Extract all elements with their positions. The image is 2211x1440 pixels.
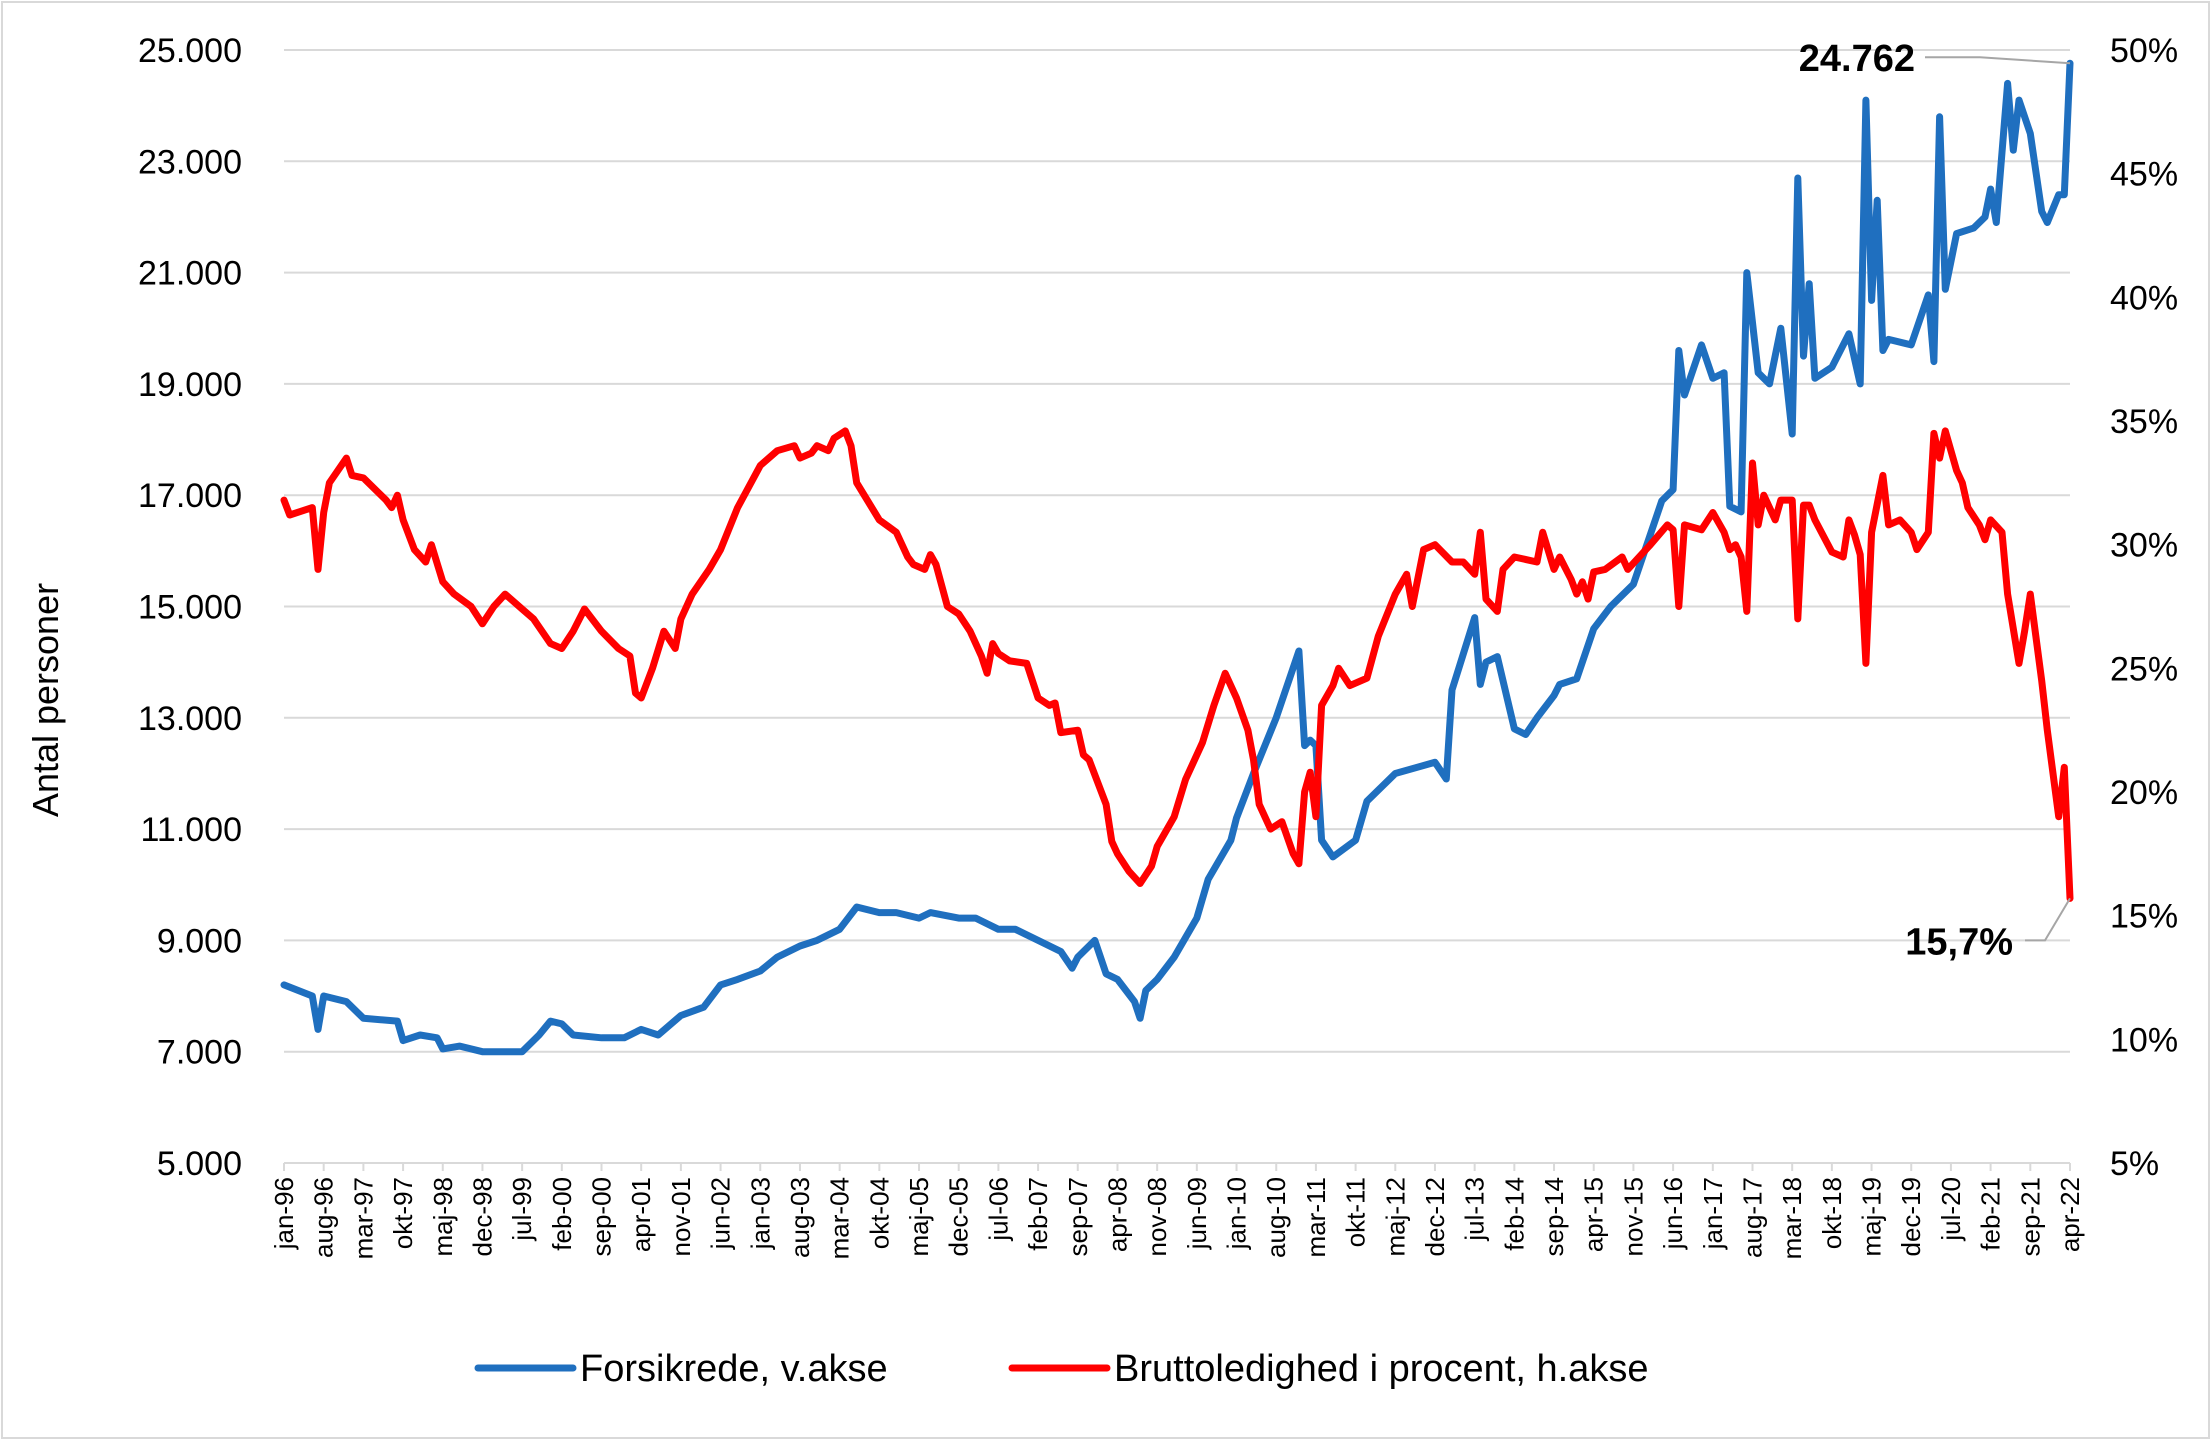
series-line-forsikrede: [280, 59, 2074, 1056]
x-tick-label: dec-12: [1420, 1177, 1450, 1257]
x-tick-label: sep-21: [2015, 1177, 2045, 1257]
left-axis-ticks: 5.000 7.000 9.000 11.000 13.000 15.000 17.000 1…: [138, 32, 242, 1183]
y-axis-title-left: Antal personer: [25, 583, 66, 817]
leader-line-forsikrede: [1925, 56, 2071, 65]
legend-label: Bruttoledighed i procent, h.akse: [1114, 1348, 1648, 1390]
y-tick-label-right: 20%: [2110, 774, 2178, 812]
x-tick-label: jul-13: [1460, 1177, 1490, 1242]
y-tick-label-left: 23.000: [138, 143, 242, 181]
x-tick-label: jan-03: [745, 1177, 775, 1250]
x-tick-label: aug-17: [1737, 1177, 1767, 1258]
x-tick-label: dec-98: [467, 1177, 497, 1257]
x-tick-label: okt-11: [1341, 1177, 1371, 1247]
x-tick-label: jun-16: [1658, 1177, 1688, 1250]
x-tick-label: apr-15: [1579, 1177, 1609, 1252]
x-tick-label: sep-14: [1539, 1177, 1569, 1257]
x-tick-label: maj-98: [428, 1177, 458, 1256]
y-tick-label-left: 11.000: [141, 811, 242, 849]
y-tick-label-left: 25.000: [138, 32, 242, 70]
x-tick-label: feb-00: [547, 1177, 577, 1251]
y-tick-label-right: 10%: [2110, 1021, 2178, 1059]
y-tick-label-right: 15%: [2110, 898, 2178, 936]
x-tick-label: mar-04: [825, 1177, 855, 1259]
x-tick-label: feb-21: [1976, 1177, 2006, 1251]
x-tick-label: jun-02: [706, 1177, 736, 1250]
y-tick-label-left: 13.000: [138, 700, 242, 738]
y-tick-label-right: 30%: [2110, 527, 2178, 565]
x-tick-label: nov-15: [1618, 1177, 1648, 1257]
x-tick-label: jul-20: [1936, 1177, 1966, 1242]
x-tick-label: aug-03: [785, 1177, 815, 1258]
x-tick-label: jan-17: [1698, 1177, 1728, 1250]
x-tick-label: jul-06: [983, 1177, 1013, 1242]
x-tick-label: apr-08: [1102, 1177, 1132, 1252]
x-tick-label: aug-96: [309, 1177, 339, 1258]
x-tick-label: okt-97: [388, 1177, 418, 1249]
end-value-label-bruttoledighed: 15,7%: [1905, 921, 2013, 963]
y-tick-label-left: 21.000: [138, 255, 242, 293]
x-tick-label: mar-11: [1301, 1177, 1331, 1257]
x-tick-label: dec-05: [944, 1177, 974, 1257]
annotations: 24.762 15,7%: [1799, 38, 2071, 963]
series-layer: [280, 59, 2074, 1056]
y-tick-label-right: 40%: [2110, 279, 2178, 317]
y-tick-label-left: 9.000: [157, 922, 242, 960]
x-tick-label: mar-18: [1777, 1177, 1807, 1259]
x-tick-label: nov-08: [1142, 1177, 1172, 1257]
x-tick-label: apr-22: [2055, 1177, 2085, 1252]
x-tick-label: nov-01: [666, 1177, 696, 1257]
y-tick-label-right: 5%: [2110, 1145, 2159, 1183]
y-tick-label-left: 5.000: [157, 1145, 242, 1183]
x-tick-label: jan-96: [269, 1177, 299, 1250]
series-line-bruttoledighed: [280, 427, 2074, 902]
y-tick-label-right: 50%: [2110, 32, 2178, 70]
x-tick-label: apr-01: [626, 1177, 656, 1252]
x-tick-label: maj-05: [904, 1177, 934, 1256]
x-tick-label: sep-00: [587, 1177, 617, 1257]
x-tick-label: dec-19: [1896, 1177, 1926, 1257]
y-tick-label-right: 45%: [2110, 156, 2178, 194]
x-axis-ticks: jan-96 aug-96 mar-97 okt-97 maj-98 dec-98 jul-…: [269, 1162, 2085, 1259]
x-tick-label: feb-14: [1499, 1177, 1529, 1251]
y-tick-label-left: 19.000: [138, 366, 242, 404]
y-tick-label-left: 17.000: [138, 477, 242, 515]
end-value-label-forsikrede: 24.762: [1799, 38, 1915, 80]
x-tick-label: maj-12: [1380, 1177, 1410, 1256]
right-axis-ticks: 5% 10% 15% 20% 25% 30% 35% 40% 45% 50%: [2110, 32, 2178, 1183]
legend-label: Forsikrede, v.akse: [580, 1348, 888, 1390]
x-tick-label: okt-04: [864, 1177, 894, 1249]
y-tick-label-left: 15.000: [138, 589, 242, 627]
legend: Forsikrede, v.akse Bruttoledighed i proce…: [474, 1348, 1648, 1390]
x-tick-label: aug-10: [1261, 1177, 1291, 1258]
y-tick-label-left: 7.000: [157, 1034, 242, 1072]
x-tick-label: mar-97: [348, 1177, 378, 1259]
leader-line-bruttoledighed: [2025, 897, 2071, 942]
x-tick-label: maj-19: [1857, 1177, 1887, 1256]
y-tick-label-right: 35%: [2110, 403, 2178, 441]
x-tick-label: okt-18: [1817, 1177, 1847, 1249]
x-tick-label: feb-07: [1023, 1177, 1053, 1251]
y-tick-label-right: 25%: [2110, 650, 2178, 688]
x-tick-label: jan-10: [1222, 1177, 1252, 1250]
x-tick-label: jul-99: [507, 1177, 537, 1242]
x-tick-label: jun-09: [1182, 1177, 1212, 1250]
x-tick-label: sep-07: [1063, 1177, 1093, 1257]
